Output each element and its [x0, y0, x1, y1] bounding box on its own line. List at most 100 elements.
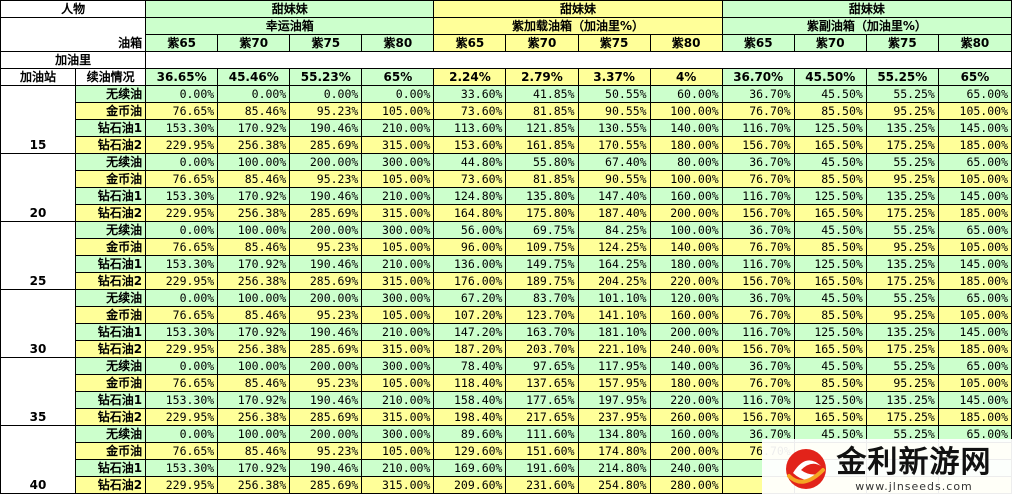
value-cell: 170.92% — [217, 187, 291, 205]
value-cell: 165.50% — [793, 408, 867, 426]
value-cell: 180.00% — [649, 136, 723, 154]
base-value: 55.25% — [865, 68, 939, 86]
table-row: 20 无续油 0.00% 100.00% 200.00% 300.00% 44.80% 55.… — [0, 153, 1012, 222]
base-value: 45.46% — [217, 68, 291, 86]
value-cell: 185.00% — [937, 204, 1012, 222]
table-row: 钻石油1 153.30% 170.92% 190.46% 210.00% 147.20% 1… — [1, 323, 1012, 341]
value-cell: 85.50% — [793, 102, 867, 120]
value-cell: 117.95% — [577, 357, 651, 375]
value-cell: 153.30% — [145, 119, 219, 137]
value-cell: 95.23% — [289, 306, 363, 324]
value-cell: 36.70% — [721, 85, 795, 103]
value-cell: 73.60% — [433, 170, 507, 188]
refuel-type-label: 金币油 — [75, 442, 147, 460]
value-cell: 100.00% — [649, 221, 723, 239]
value-cell: 109.75% — [505, 238, 579, 256]
station-label: 35 — [0, 357, 77, 426]
refuel-type-label: 金币油 — [75, 102, 147, 120]
value-cell: 85.50% — [793, 238, 867, 256]
value-cell: 147.20% — [433, 323, 507, 341]
value-cell: 85.46% — [217, 238, 291, 256]
value-cell: 221.10% — [577, 340, 651, 358]
site-watermark: 金利新游网 www.jlnseeds.com — [762, 439, 1012, 499]
refuel-type-label: 钻石油2 — [75, 204, 147, 222]
value-cell: 73.60% — [433, 102, 507, 120]
value-cell: 200.00% — [649, 442, 723, 460]
table-row: 钻石油1 153.30% 170.92% 190.46% 210.00% 158.40% 1… — [1, 391, 1012, 409]
value-cell: 231.60% — [505, 476, 579, 494]
value-cell: 111.60% — [505, 425, 579, 443]
table-row: 金币油 76.65% 85.46% 95.23% 105.00% 96.00% 109.75… — [1, 238, 1012, 256]
value-cell: 315.00% — [361, 340, 435, 358]
group-1-tank: 幸运油箱 — [145, 17, 435, 35]
value-cell: 156.70% — [721, 136, 795, 154]
value-cell: 175.25% — [865, 272, 939, 290]
value-cell: 107.20% — [433, 306, 507, 324]
corner-condition: 续油情况 — [75, 68, 147, 86]
value-cell: 60.00% — [649, 85, 723, 103]
value-cell: 44.80% — [433, 153, 507, 171]
group-3-character: 甜妹妹 — [721, 0, 1012, 18]
table-row: 40 无续油 0.00% 100.00% 200.00% 300.00% 89.60% 111… — [0, 425, 1012, 494]
base-value: 3.37% — [577, 68, 651, 86]
station-label: 30 — [0, 289, 77, 358]
value-cell: 123.70% — [505, 306, 579, 324]
value-cell: 45.50% — [793, 289, 867, 307]
value-cell: 145.00% — [937, 323, 1012, 341]
value-cell: 145.00% — [937, 187, 1012, 205]
value-cell: 153.30% — [145, 323, 219, 341]
value-cell: 158.40% — [433, 391, 507, 409]
table-row: 35 无续油 0.00% 100.00% 200.00% 300.00% 78.40% 97.… — [0, 357, 1012, 426]
value-cell: 45.50% — [793, 357, 867, 375]
value-cell: 65.00% — [937, 357, 1012, 375]
value-cell: 0.00% — [217, 85, 291, 103]
value-cell: 153.60% — [433, 136, 507, 154]
value-cell: 214.80% — [577, 459, 651, 477]
value-cell: 153.30% — [145, 459, 219, 477]
refuel-type-label: 金币油 — [75, 170, 147, 188]
value-cell: 105.00% — [361, 238, 435, 256]
value-cell: 96.00% — [433, 238, 507, 256]
refuel-type-label: 无续油 — [75, 153, 147, 171]
value-cell: 134.80% — [577, 425, 651, 443]
value-cell: 0.00% — [289, 85, 363, 103]
value-cell: 135.80% — [505, 187, 579, 205]
refuel-type-label: 无续油 — [75, 425, 147, 443]
value-cell: 76.65% — [145, 170, 219, 188]
car-header: 紫65 — [145, 34, 219, 52]
value-cell: 285.69% — [289, 408, 363, 426]
car-header: 紫75 — [577, 34, 651, 52]
value-cell: 315.00% — [361, 272, 435, 290]
value-cell: 187.40% — [577, 204, 651, 222]
value-cell: 56.00% — [433, 221, 507, 239]
value-cell: 160.00% — [649, 425, 723, 443]
value-cell: 0.00% — [145, 153, 219, 171]
car-header: 紫75 — [865, 34, 939, 52]
value-cell: 145.00% — [937, 119, 1012, 137]
value-cell: 85.46% — [217, 374, 291, 392]
value-cell: 285.69% — [289, 136, 363, 154]
refuel-type-label: 钻石油1 — [75, 187, 147, 205]
corner-tank: 油箱 — [0, 17, 147, 52]
value-cell: 129.60% — [433, 442, 507, 460]
table-row: 30 无续油 0.00% 100.00% 200.00% 300.00% 67.20% 83.… — [0, 289, 1012, 358]
refuel-type-label: 钻石油1 — [75, 255, 147, 273]
value-cell: 256.38% — [217, 272, 291, 290]
value-cell: 125.50% — [793, 255, 867, 273]
value-cell: 125.50% — [793, 391, 867, 409]
value-cell: 84.25% — [577, 221, 651, 239]
value-cell: 116.70% — [721, 323, 795, 341]
group-3-tank: 紫副油箱（加油里%） — [721, 17, 1012, 35]
car-header: 紫70 — [793, 34, 867, 52]
value-cell: 180.00% — [649, 255, 723, 273]
value-cell: 41.85% — [505, 85, 579, 103]
value-cell: 135.25% — [865, 255, 939, 273]
refuel-type-label: 钻石油2 — [75, 340, 147, 358]
value-cell: 200.00% — [289, 153, 363, 171]
value-cell: 300.00% — [361, 425, 435, 443]
value-cell: 67.40% — [577, 153, 651, 171]
value-cell: 76.65% — [145, 102, 219, 120]
value-cell: 100.00% — [217, 153, 291, 171]
watermark-url: www.jlnseeds.com — [855, 479, 973, 493]
